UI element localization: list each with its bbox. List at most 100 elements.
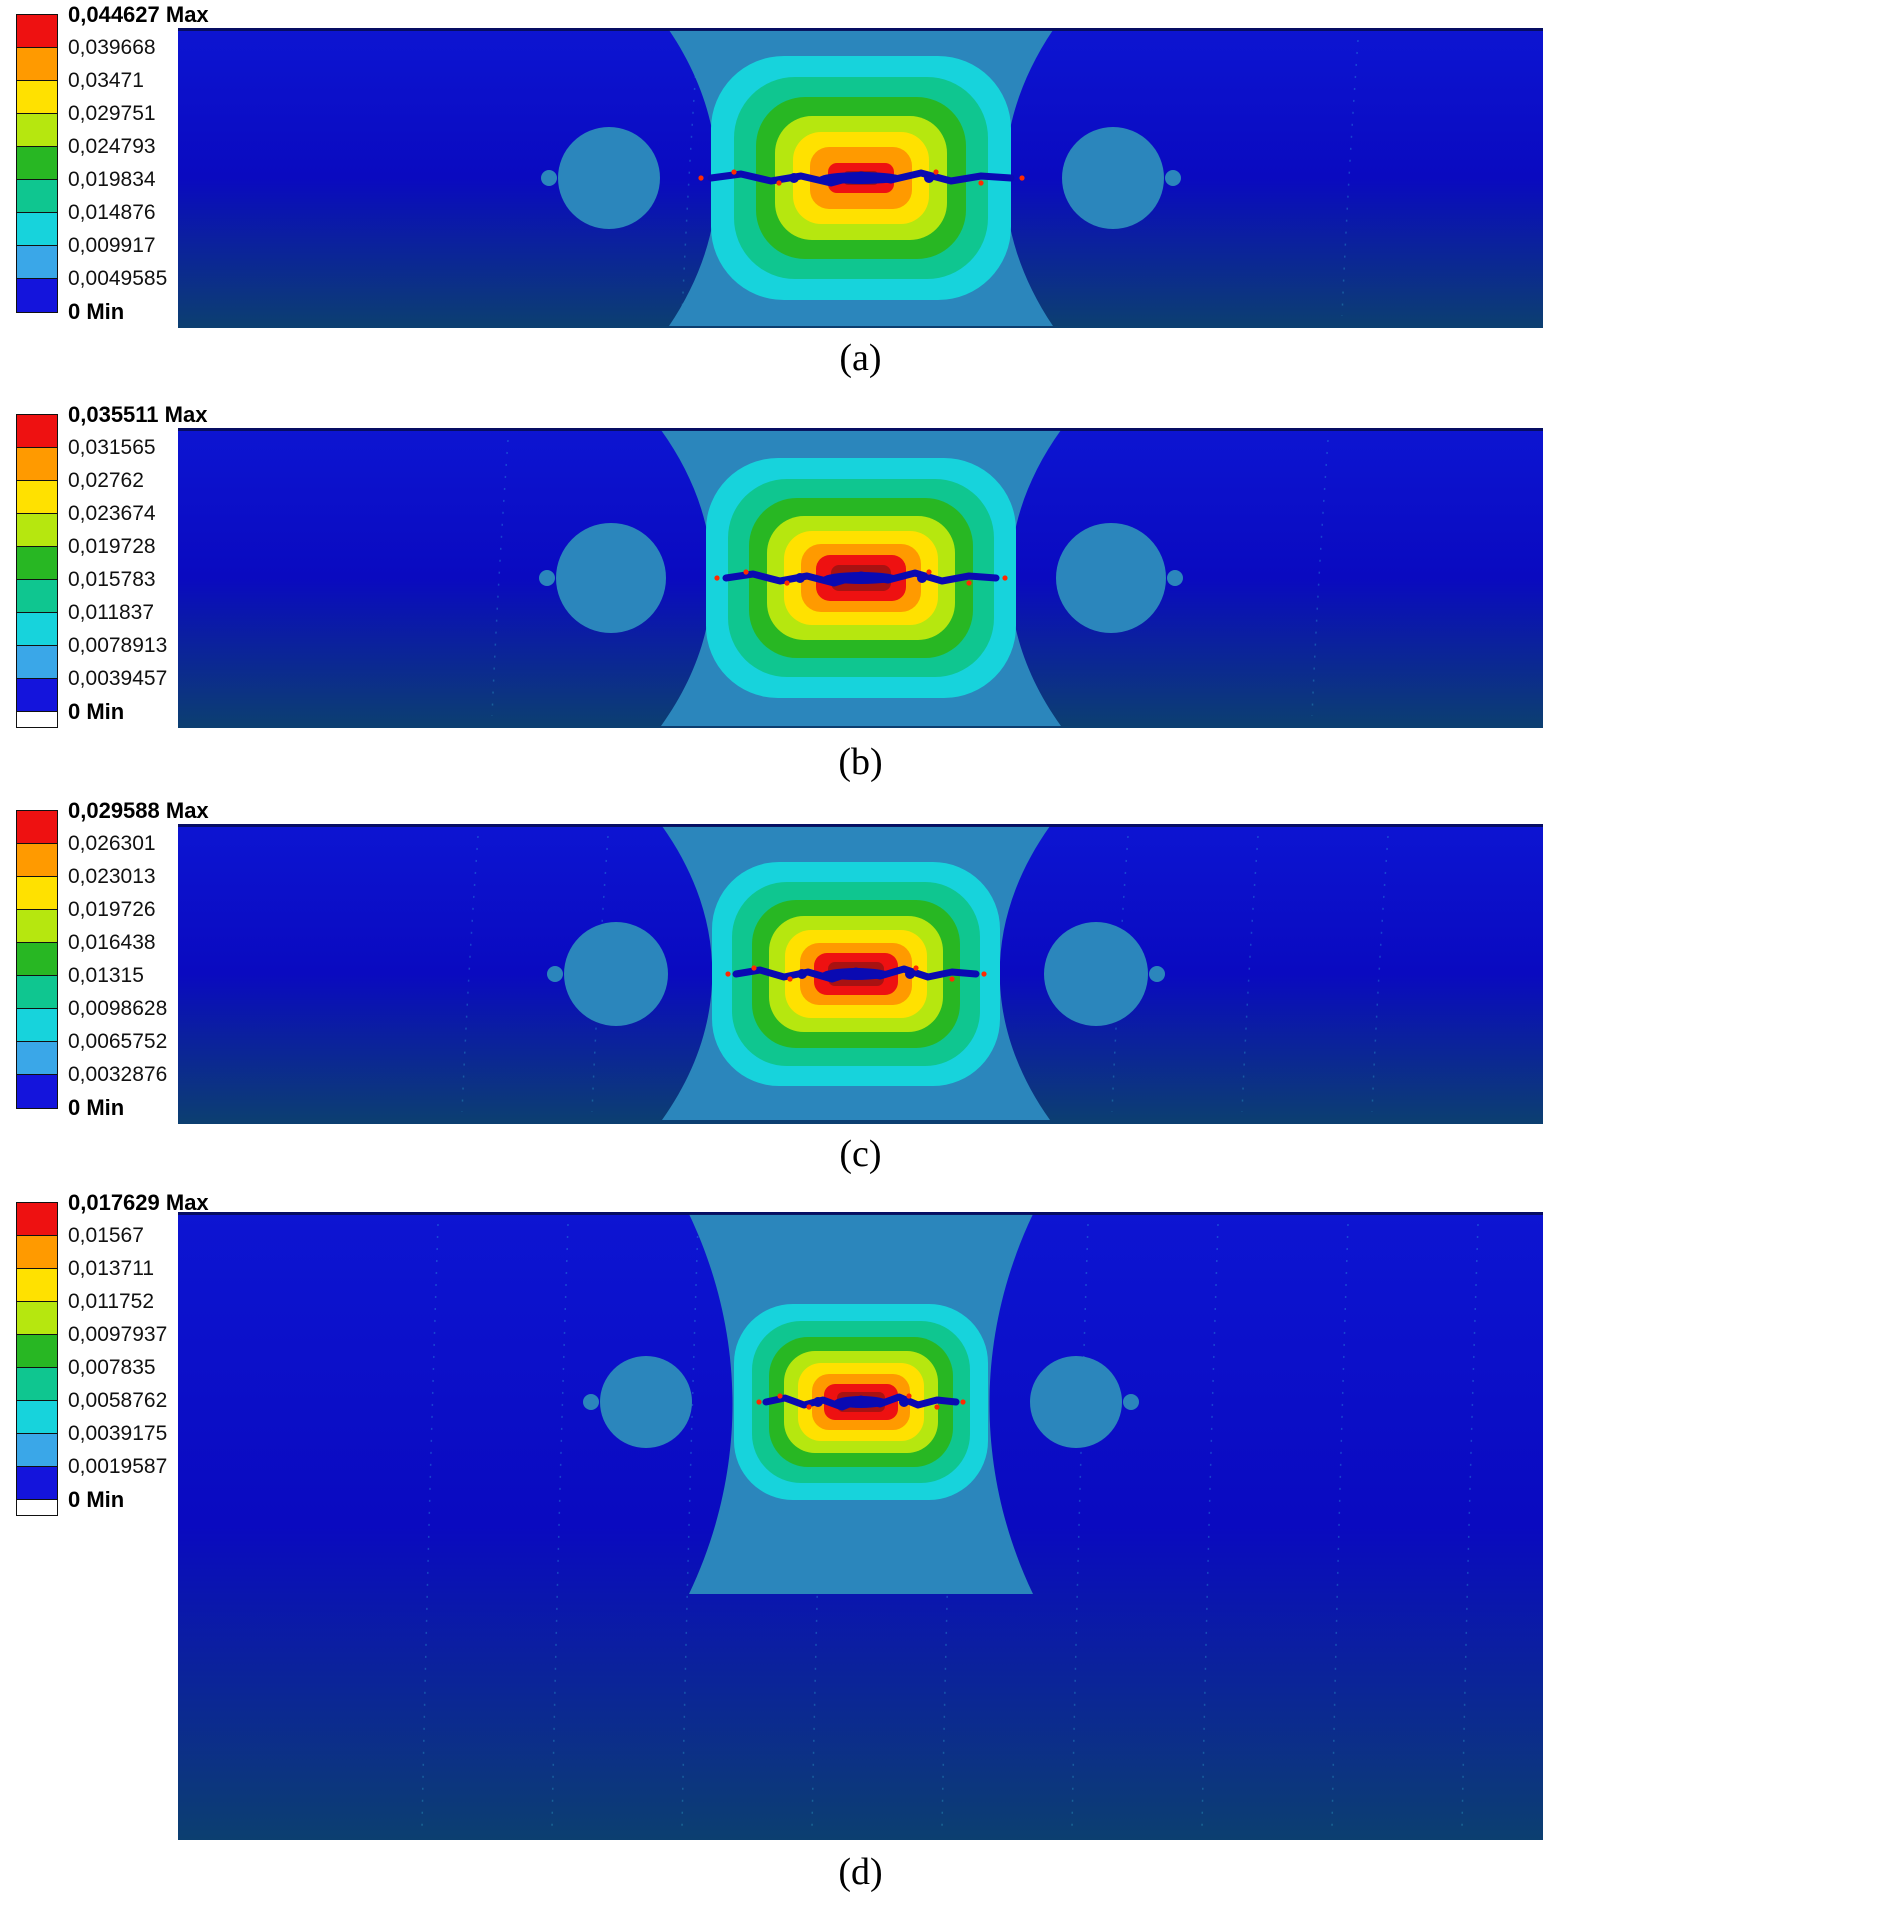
legend-tick-label: 0,011752	[68, 1290, 155, 1313]
colorbar-cell	[17, 811, 57, 844]
legend-tick-label: 0,0097937	[68, 1323, 168, 1346]
legend-tick-label: 0,0058762	[68, 1389, 168, 1412]
legend-labels: 0,044627 Max 0,039668 0,03471 0,029751 0,024…	[68, 2, 258, 334]
colorbar-cell	[17, 213, 57, 246]
legend-tick-label: 0,0098628	[68, 997, 168, 1020]
legend-tick-label: 0,015783	[68, 568, 156, 591]
contour-plot	[178, 1212, 1543, 1840]
legend-tick-label: 0,014876	[68, 201, 156, 224]
colorbar-cell	[17, 1401, 57, 1434]
colorbar-cell	[17, 646, 57, 679]
legend-labels: 0,035511 Max 0,031565 0,02762 0,023674 0,019…	[68, 402, 258, 734]
contour-plot-svg	[178, 28, 1543, 328]
colorbar-cell	[17, 415, 57, 448]
legend-b: 0,035511 Max 0,031565 0,02762 0,023674 0,019…	[6, 400, 256, 760]
legend-max-label: 0,017629 Max	[68, 1190, 209, 1215]
legend-tick-label: 0,0065752	[68, 1030, 168, 1053]
panel-caption: (c)	[839, 1133, 882, 1175]
panel-c: 0,029588 Max 0,026301 0,023013 0,019726 0,01…	[0, 796, 1901, 1188]
legend-min-label: 0 Min	[68, 1487, 125, 1512]
legend-tick-label: 0,026301	[68, 832, 156, 855]
legend-tick-label: 0,024793	[68, 135, 156, 158]
legend-tick-label: 0,009917	[68, 234, 156, 257]
colorbar-cell	[17, 679, 57, 712]
legend-labels: 0,017629 Max 0,01567 0,013711 0,011752 0,009…	[68, 1190, 258, 1522]
colorbar-cell	[17, 976, 57, 1009]
legend-d: 0,017629 Max 0,01567 0,013711 0,011752 0,009…	[6, 1188, 256, 1548]
contour-plot	[178, 28, 1543, 328]
colorbar-cell	[17, 844, 57, 877]
contour-plot-svg	[178, 824, 1543, 1124]
colorbar-cell	[17, 246, 57, 279]
contour-plot	[178, 824, 1543, 1124]
colorbar-cell	[17, 1009, 57, 1042]
legend-min-label: 0 Min	[68, 699, 125, 724]
panel-b: 0,035511 Max 0,031565 0,02762 0,023674 0,019…	[0, 400, 1901, 796]
colorbar-cell	[17, 514, 57, 547]
colorbar-cell	[17, 147, 57, 180]
colorbar-cell	[17, 481, 57, 514]
legend-tick-label: 0,0039457	[68, 667, 168, 690]
legend-tick-label: 0,0078913	[68, 634, 168, 657]
panel-d: 0,017629 Max 0,01567 0,013711 0,011752 0,009…	[0, 1188, 1901, 1914]
panel-caption: (d)	[838, 1851, 883, 1893]
colorbar-cell	[17, 15, 57, 48]
colorbar-cell	[17, 1467, 57, 1500]
legend-tick-label: 0,0019587	[68, 1455, 168, 1478]
legend-tick-label: 0,016438	[68, 931, 156, 954]
contour-plot-svg	[178, 1212, 1543, 1840]
legend-max-label: 0,029588 Max	[68, 798, 209, 823]
colorbar	[16, 1202, 58, 1516]
colorbar	[16, 414, 58, 728]
colorbar-cell	[17, 1203, 57, 1236]
legend-tick-label: 0,031565	[68, 436, 156, 459]
colorbar	[16, 810, 58, 1109]
contour-plot-svg	[178, 428, 1543, 728]
colorbar-cell	[17, 1368, 57, 1401]
legend-tick-label: 0,011837	[68, 601, 155, 624]
colorbar-white-band	[17, 1500, 57, 1515]
legend-tick-label: 0,019726	[68, 898, 156, 921]
legend-tick-label: 0,023013	[68, 865, 156, 888]
legend-min-label: 0 Min	[68, 1095, 125, 1120]
legend-tick-label: 0,0039175	[68, 1422, 168, 1445]
legend-tick-label: 0,0049585	[68, 267, 168, 290]
legend-tick-label: 0,013711	[68, 1257, 155, 1280]
legend-tick-label: 0,019728	[68, 535, 156, 558]
colorbar-cell	[17, 1335, 57, 1368]
legend-tick-label: 0,023674	[68, 502, 156, 525]
colorbar-cell	[17, 910, 57, 943]
colorbar-cell	[17, 1434, 57, 1467]
colorbar-white-band	[17, 712, 57, 727]
panel-a: 0,044627 Max 0,039668 0,03471 0,029751 0,024…	[0, 0, 1901, 400]
legend-tick-label: 0,0032876	[68, 1063, 168, 1086]
legend-tick-label: 0,029751	[68, 102, 156, 125]
legend-tick-label: 0,039668	[68, 36, 156, 59]
legend-tick-label: 0,02762	[68, 469, 144, 492]
contour-plot	[178, 428, 1543, 728]
colorbar-cell	[17, 448, 57, 481]
legend-max-label: 0,035511 Max	[68, 402, 208, 427]
legend-tick-label: 0,019834	[68, 168, 156, 191]
legend-a: 0,044627 Max 0,039668 0,03471 0,029751 0,024…	[6, 0, 256, 360]
legend-min-label: 0 Min	[68, 299, 125, 324]
colorbar-cell	[17, 279, 57, 312]
legend-c: 0,029588 Max 0,026301 0,023013 0,019726 0,01…	[6, 796, 256, 1156]
legend-labels: 0,029588 Max 0,026301 0,023013 0,019726 0,01…	[68, 798, 258, 1130]
colorbar-cell	[17, 114, 57, 147]
colorbar-cell	[17, 580, 57, 613]
colorbar-cell	[17, 1236, 57, 1269]
colorbar-cell	[17, 81, 57, 114]
colorbar-cell	[17, 943, 57, 976]
colorbar-cell	[17, 1302, 57, 1335]
panel-caption: (b)	[838, 741, 883, 783]
colorbar	[16, 14, 58, 313]
colorbar-cell	[17, 613, 57, 646]
panel-caption: (a)	[839, 337, 882, 379]
colorbar-cell	[17, 1269, 57, 1302]
colorbar-cell	[17, 48, 57, 81]
colorbar-cell	[17, 1075, 57, 1108]
legend-tick-label: 0,01315	[68, 964, 144, 987]
colorbar-cell	[17, 547, 57, 580]
